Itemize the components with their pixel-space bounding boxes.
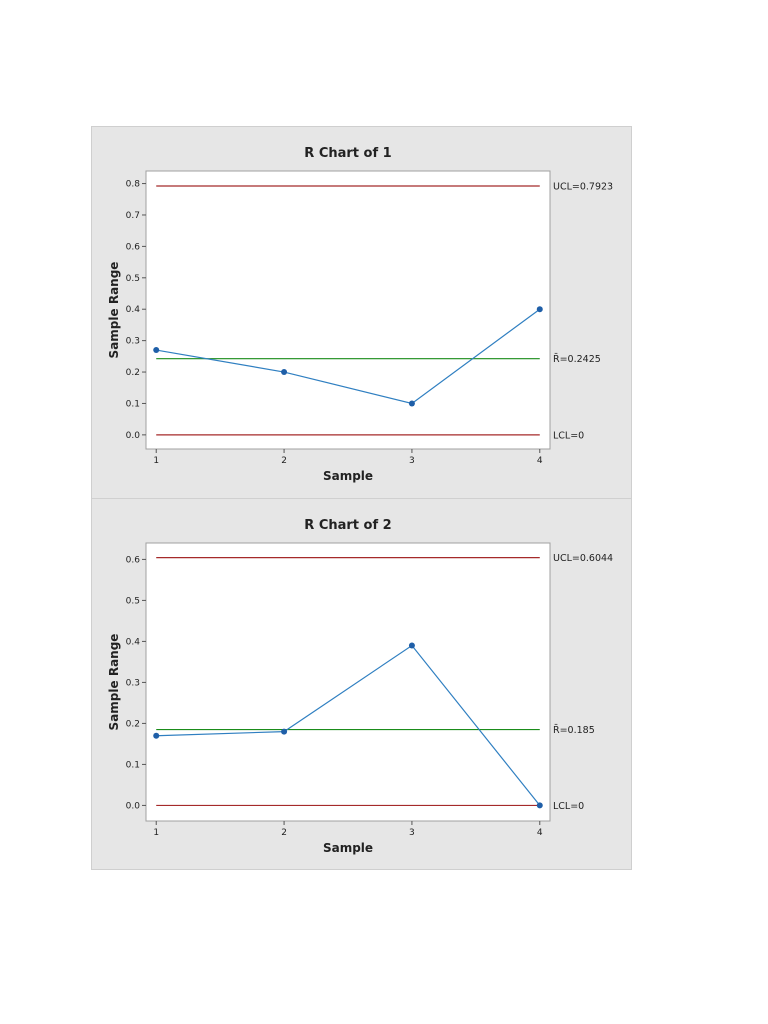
y-tick-label: 0.0 <box>126 801 141 811</box>
series-line <box>156 308 541 405</box>
data-point <box>153 347 160 354</box>
y-tick-label: 0.6 <box>126 242 141 252</box>
y-axis-label: Sample Range <box>107 262 121 359</box>
r-chart-1: R Chart of 1 0.0 0.1 0.2 0.3 0.4 0.5 0.6 0.7 0.8 1… <box>107 146 613 483</box>
y-tick-label: 0.2 <box>126 368 140 378</box>
center-label: R̄=0.185 <box>553 724 595 736</box>
chart-title: R Chart of 1 <box>304 146 391 161</box>
y-tick-label: 0.4 <box>126 305 141 315</box>
x-tick-label: 2 <box>281 828 287 838</box>
data-point <box>281 369 288 376</box>
figure-panel: R Chart of 1 0.0 0.1 0.2 0.3 0.4 0.5 0.6 0.7 0.8 1… <box>91 126 632 870</box>
data-point <box>408 642 415 649</box>
y-tick-label: 0.8 <box>126 180 141 190</box>
chart-title: R Chart of 2 <box>304 518 391 533</box>
data-point <box>281 728 288 735</box>
series-line <box>156 644 541 806</box>
data-point <box>408 400 415 407</box>
y-tick-label: 0.3 <box>126 337 140 347</box>
lcl-label: LCL=0 <box>553 801 584 812</box>
y-tick-label: 0.3 <box>126 678 140 688</box>
data-point <box>536 802 543 809</box>
x-tick-label: 4 <box>537 828 543 838</box>
data-point <box>153 732 160 739</box>
y-tick-label: 0.2 <box>126 719 140 729</box>
y-tick-label: 0.7 <box>126 211 140 221</box>
y-tick-label: 0.1 <box>126 760 140 770</box>
ucl-label: UCL=0.6044 <box>553 553 613 564</box>
plot-area <box>145 170 551 450</box>
x-axis-label: Sample <box>323 841 373 855</box>
x-tick-label: 2 <box>281 456 287 466</box>
x-axis-label: Sample <box>323 469 373 483</box>
y-tick-label: 0.4 <box>126 637 141 647</box>
y-tick-label: 0.5 <box>126 596 140 606</box>
y-tick-label: 0.0 <box>126 431 141 441</box>
panel-divider <box>92 498 631 499</box>
y-tick-label: 0.5 <box>126 274 140 284</box>
data-point <box>536 306 543 313</box>
y-tick-label: 0.6 <box>126 555 141 565</box>
y-tick-label: 0.1 <box>126 399 140 409</box>
x-tick-label: 3 <box>409 828 415 838</box>
x-tick-label: 3 <box>409 456 415 466</box>
plot-area <box>145 542 551 822</box>
y-axis-label: Sample Range <box>107 634 121 731</box>
x-tick-label: 1 <box>153 456 159 466</box>
center-label: R̄=0.2425 <box>553 353 601 365</box>
x-tick-label: 4 <box>537 456 543 466</box>
ucl-label: UCL=0.7923 <box>553 181 613 192</box>
x-tick-label: 1 <box>153 828 159 838</box>
lcl-label: LCL=0 <box>553 430 584 441</box>
r-chart-2: R Chart of 2 0.0 0.1 0.2 0.3 0.4 0.5 0.6 1 2 3 4 Sam… <box>107 518 613 855</box>
